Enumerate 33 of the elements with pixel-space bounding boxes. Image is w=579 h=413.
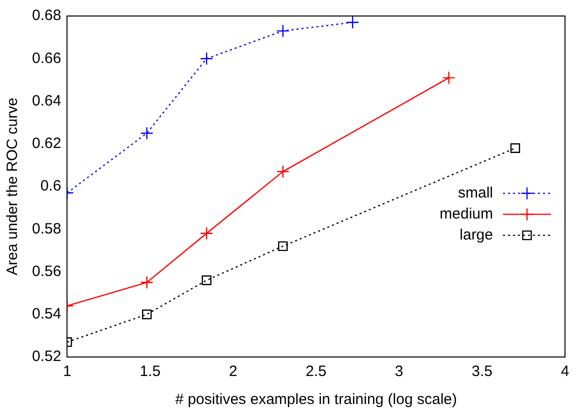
x-tick-label: 4	[560, 363, 570, 380]
point	[276, 164, 290, 178]
x-tick-label: 1	[63, 363, 72, 380]
x-tick-label: 3.5	[472, 363, 492, 380]
point	[510, 143, 520, 153]
y-tick-label: 0.66	[32, 50, 62, 67]
y-tick-label: 0.54	[32, 306, 62, 323]
point	[202, 275, 212, 286]
y-tick-label: 0.58	[32, 220, 62, 238]
point	[346, 16, 360, 29]
y-tick-label: 0.62	[32, 135, 62, 152]
x-tick-label: 1.5	[140, 363, 161, 380]
x-axis-title: # positives examples in training (log scale)	[175, 391, 458, 408]
point	[200, 52, 214, 66]
point	[442, 71, 456, 84]
y-tick-label: 0.56	[32, 262, 62, 280]
y-tick-label: 0.52	[32, 348, 62, 366]
y-tick-label: 0.64	[32, 92, 62, 110]
legend-label: large	[460, 226, 493, 244]
point	[142, 310, 152, 320]
point	[276, 24, 290, 38]
y-axis-title: Area under the ROC curve	[4, 98, 22, 276]
x-tick-label: 2.5	[306, 363, 327, 380]
legend-label: medium	[440, 205, 493, 222]
y-tick-label: 0.6	[40, 178, 62, 195]
y-tick-label: 0.68	[32, 7, 62, 24]
x-tick-label: 3	[394, 363, 404, 380]
x-tick-label: 2	[228, 363, 238, 380]
legend-label: small	[458, 184, 493, 202]
point	[200, 226, 214, 240]
point	[140, 126, 154, 140]
point	[278, 241, 288, 252]
point	[140, 276, 154, 290]
